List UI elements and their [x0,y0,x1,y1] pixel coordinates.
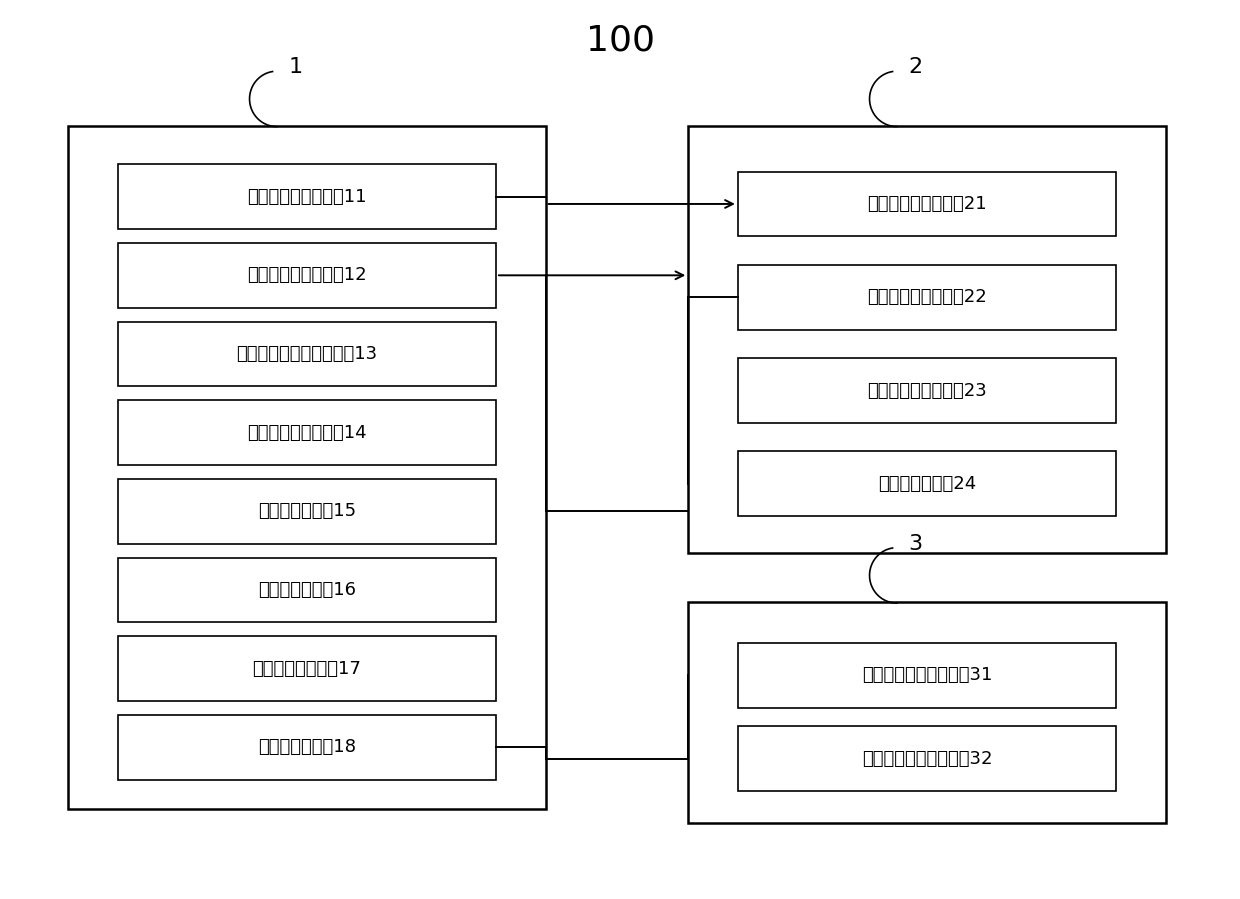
Bar [738,643,1116,708]
Bar [118,243,496,307]
Text: 操作行为触发子模块14: 操作行为触发子模块14 [247,423,367,441]
Text: 3: 3 [909,534,923,554]
Bar [68,126,546,809]
Text: 发送网络交互子模块11: 发送网络交互子模块11 [247,188,367,206]
Bar [688,126,1166,553]
Bar [738,358,1116,423]
Text: 接收网络交互子模块12: 接收网络交互子模块12 [247,266,367,284]
Text: 只读目录授权子模块23: 只读目录授权子模块23 [867,381,987,399]
Text: 2: 2 [909,58,923,77]
Text: 文件布局子模块24: 文件布局子模块24 [878,475,976,493]
Text: 匿名页缓存子模块17: 匿名页缓存子模块17 [253,660,361,678]
Text: 100: 100 [585,23,655,58]
Bar [118,322,496,387]
Bar [688,602,1166,823]
Bar [118,715,496,779]
Bar [118,165,496,229]
Text: 将被请求数据返回模块32: 将被请求数据返回模块32 [862,750,992,768]
Bar [738,726,1116,791]
Text: 发送网络交互子模块22: 发送网络交互子模块22 [867,289,987,307]
Bar [118,479,496,544]
Text: 1: 1 [289,58,303,77]
Text: 文件布局子模块15: 文件布局子模块15 [258,503,356,521]
Bar [118,557,496,622]
Bar [738,172,1116,236]
Bar [118,400,496,465]
Text: 处理磁盘访问请求模块31: 处理磁盘访问请求模块31 [862,666,992,684]
Text: 访问磁盘子模块18: 访问磁盘子模块18 [258,738,356,756]
Bar [738,265,1116,330]
Bar [738,451,1116,516]
Text: 接收网络交互子模块21: 接收网络交互子模块21 [867,195,987,213]
Text: 只读目录授权处理子模块13: 只读目录授权处理子模块13 [237,345,377,363]
Text: 页面缓存子模块16: 页面缓存子模块16 [258,581,356,599]
Bar [118,636,496,701]
